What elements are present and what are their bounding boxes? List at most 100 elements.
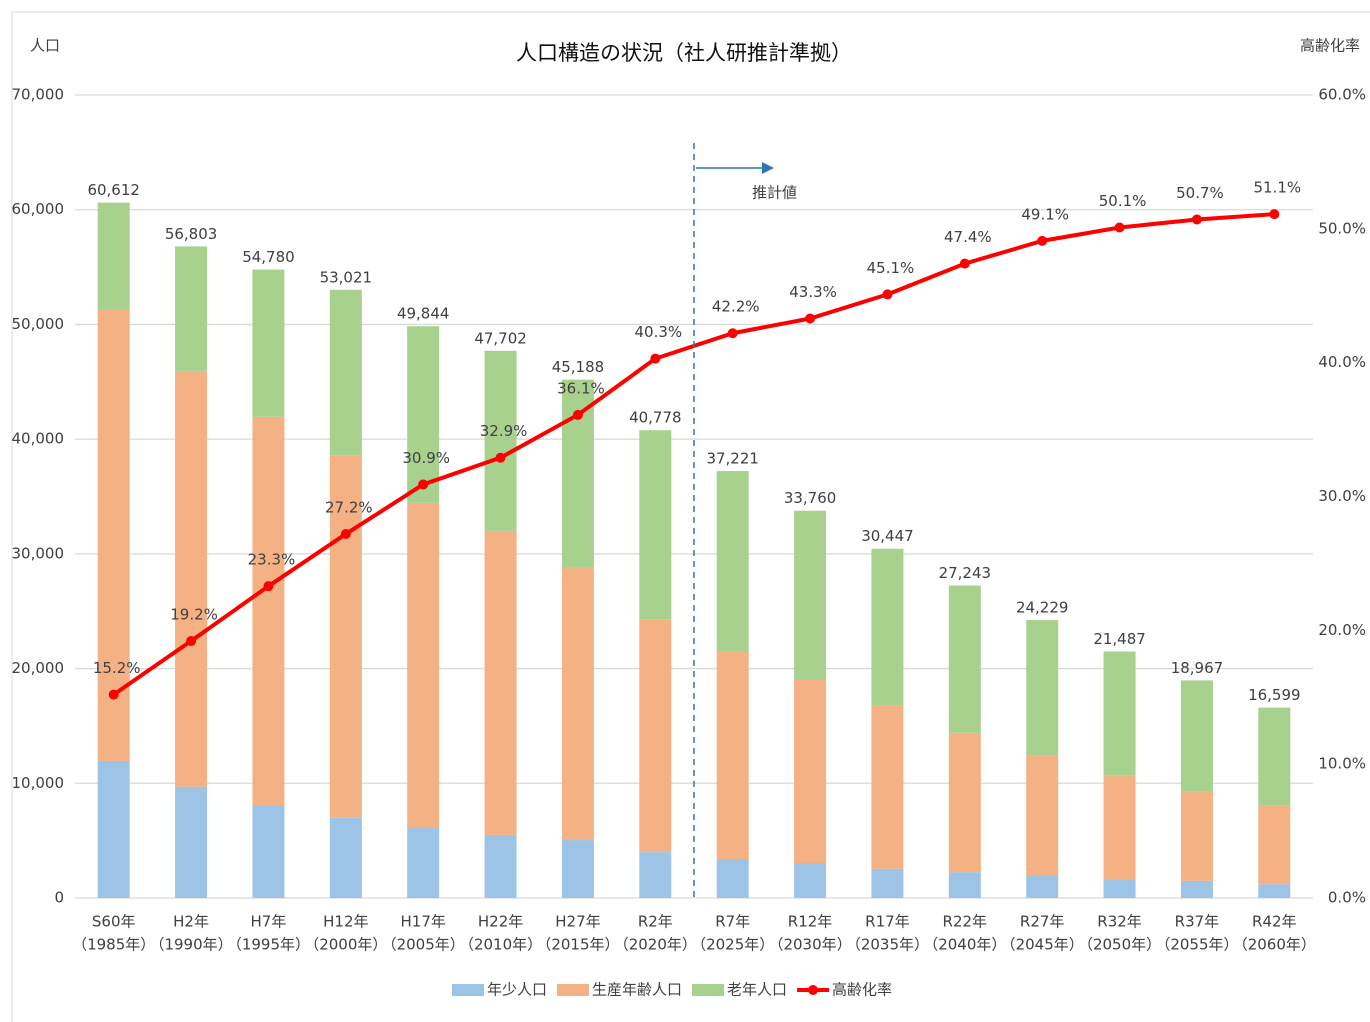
rate-label: 15.2% [93,659,141,677]
total-label: 27,243 [939,564,992,582]
bar-segment [871,705,904,869]
x-tick-label: H7年 [251,913,287,931]
chart-border [11,11,1370,1022]
total-label: 18,967 [1171,659,1224,677]
rate-point [263,581,274,592]
rate-point [572,409,583,420]
x-tick-label: R42年 [1252,913,1297,931]
x-tick-label: （2035年） [846,936,929,954]
x-tick-label: R12年 [788,913,833,931]
total-label: 24,229 [1016,599,1069,617]
y2-tick-label: 30.0% [1318,487,1366,505]
bar-segment [1258,707,1291,806]
total-label: 60,612 [87,181,140,199]
rate-point [1269,209,1280,220]
projection-arrowhead [762,162,774,174]
bar-segment [252,805,285,898]
x-tick-label: R22年 [943,913,988,931]
x-tick-label: S60年 [92,913,136,931]
y-tick-label: 70,000 [12,86,65,104]
y-tick-label: 20,000 [12,659,65,677]
bar-segment [1258,805,1291,885]
bar-segment [407,828,440,898]
rate-label: 23.3% [248,551,296,569]
y2-tick-label: 20.0% [1318,621,1366,639]
bar-segment [794,510,827,681]
bar-segment [252,416,285,806]
bar-segment [948,585,981,733]
y2-tick-label: 10.0% [1318,755,1366,773]
rate-point [805,313,816,324]
total-label: 16,599 [1248,686,1301,704]
total-label: 40,778 [629,409,682,427]
total-label: 53,021 [320,268,373,286]
bar-segment [407,326,440,503]
x-tick-label: H2年 [173,913,209,931]
x-tick-label: （2025年） [691,936,774,954]
legend-label: 高齢化率 [832,981,892,999]
y2-tick-label: 40.0% [1318,353,1366,371]
bar-segment [561,567,594,841]
legend: 年少人口 生産年齢人口 老年人口 高齢化率 [452,981,892,999]
bar-segment [484,530,517,835]
bar-segment [97,202,130,309]
total-label: 21,487 [1093,630,1146,648]
y-tick-label: 10,000 [12,774,65,792]
rate-label: 19.2% [170,606,218,624]
annotation: 推計値 [752,184,797,202]
rate-point [108,689,119,700]
rate-label: 43.3% [789,283,837,301]
x-tick-label: H22年 [478,913,523,931]
x-tick-label: （2015年） [536,936,619,954]
bar-segment [1258,884,1291,898]
bar-segment [948,872,981,898]
x-tick-label: H12年 [323,913,368,931]
bar-segment [716,651,749,859]
bar-segment [484,350,517,531]
bar-segment [407,502,440,829]
rate-point [418,479,429,490]
y-tick-label: 30,000 [12,544,65,562]
bar-segment [1026,875,1059,898]
x-tick-label: （1995年） [227,936,310,954]
x-tick-label: R7年 [715,913,750,931]
bar-segment [794,680,827,864]
total-label: 54,780 [242,248,295,266]
rate-point [882,289,893,300]
bar-segment [1026,620,1059,756]
bar-segment [716,858,749,898]
bar-segment [329,289,362,456]
y2-tick-label: 60.0% [1318,86,1366,104]
total-label: 49,844 [397,305,450,323]
rate-point [1114,222,1125,233]
legend-label: 年少人口 [487,981,547,999]
bar-segment [639,852,672,898]
y-axis-title: 人口 [30,37,60,55]
rate-point [1037,235,1048,246]
legend-swatch [557,984,590,996]
bar-segment [1180,880,1213,898]
y2-tick-label: 50.0% [1318,219,1366,237]
rate-label: 47.4% [944,228,992,246]
bar-segment [561,840,594,898]
rate-point [186,636,197,647]
y-tick-label: 50,000 [12,315,65,333]
bar-segment [252,269,285,417]
bar-segment [1026,755,1059,876]
x-tick-label: H17年 [401,913,446,931]
bar-segment [871,548,904,706]
bar-segment [1180,680,1213,792]
rate-label: 36.1% [557,379,605,397]
total-label: 47,702 [474,329,527,347]
x-tick-label: （1990年） [149,936,232,954]
bar-segment [1103,651,1136,776]
bar-segment [794,863,827,898]
x-tick-label: （2050年） [1078,936,1161,954]
bar-segment [484,834,517,898]
bar-segment [639,430,672,620]
rate-label: 42.2% [712,298,760,316]
rate-label: 45.1% [867,259,915,277]
rate-point [495,452,506,463]
x-tick-label: （2005年） [382,936,465,954]
